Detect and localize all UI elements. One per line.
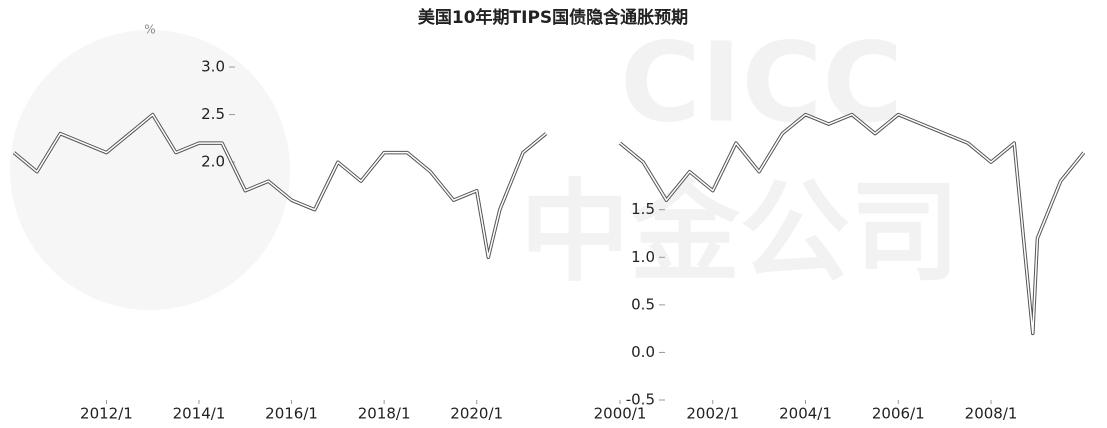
series-line [619, 113, 1085, 335]
y-tick-label: 2.0 [201, 153, 225, 171]
watermark-logo: CICC [620, 18, 903, 146]
x-tick-label: 2018/1 [358, 405, 411, 423]
y-tick-label: 1.5 [631, 200, 655, 218]
x-tick-label: 2002/1 [686, 405, 739, 423]
y-tick-label: -0.5 [626, 391, 655, 409]
y-tick-label: 3.0 [201, 58, 225, 76]
watermark-name: 中金公司 [520, 168, 960, 296]
series-line [13, 113, 547, 259]
y-tick-label: 2.5 [201, 105, 225, 123]
y-unit: % [144, 23, 155, 37]
y-tick-label: 0.5 [631, 295, 655, 313]
y-tick-label: 0.0 [631, 343, 655, 361]
x-tick-label: 2008/1 [965, 405, 1018, 423]
y-tick-label: 1.0 [631, 248, 655, 266]
x-tick-label: 2004/1 [779, 405, 832, 423]
x-tick-label: 2016/1 [265, 405, 318, 423]
watermark-circle [10, 30, 290, 310]
chart-title: 美国10年期TIPS国债隐含通胀预期 [418, 7, 688, 28]
x-tick-label: 2020/1 [450, 405, 503, 423]
x-tick-label: 2006/1 [872, 405, 925, 423]
x-tick-label: 2000/1 [594, 405, 647, 423]
x-tick-label: 2014/1 [173, 405, 226, 423]
x-tick-label: 2012/1 [80, 405, 133, 423]
